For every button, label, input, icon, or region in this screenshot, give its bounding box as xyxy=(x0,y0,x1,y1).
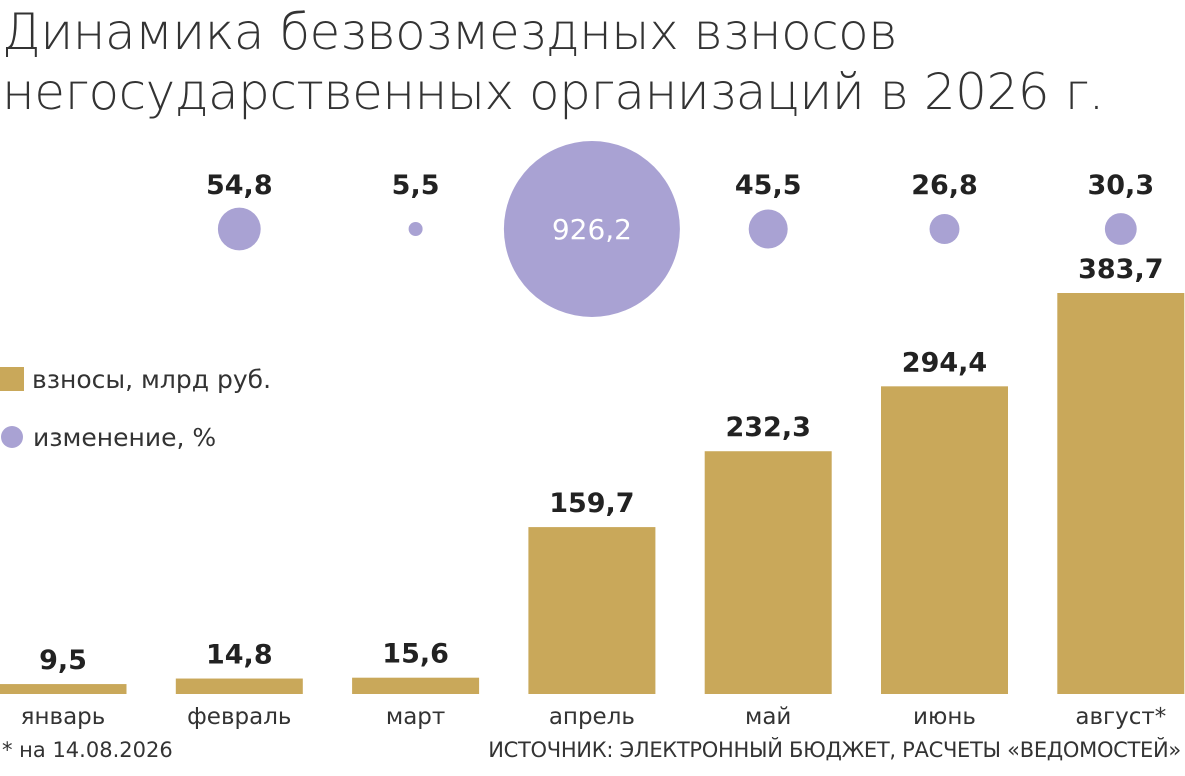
bar-value-label-6: 294,4 xyxy=(902,347,987,378)
bar-value-label-4: 159,7 xyxy=(549,488,634,519)
bar-7 xyxy=(1057,293,1185,694)
x-tick-label-6: июнь xyxy=(913,704,976,730)
bubble-value-label-2: 54,8 xyxy=(206,170,273,201)
bubble-2 xyxy=(217,207,261,251)
bar-5 xyxy=(704,451,832,694)
legend-item-change: изменение, % xyxy=(0,419,216,455)
bar-value-label-1: 9,5 xyxy=(39,645,87,676)
bar-value-label-2: 14,8 xyxy=(206,640,273,671)
legend-swatch-change xyxy=(1,426,23,448)
legend-label-contributions: взносы, млрд руб. xyxy=(32,364,272,394)
x-tick-label-3: март xyxy=(386,704,445,730)
bar-1 xyxy=(0,684,127,694)
bubble-value-label-6: 26,8 xyxy=(911,170,978,201)
chart-title: Динамика безвозмездных взносов негосудар… xyxy=(2,2,1172,122)
x-tick-label-5: май xyxy=(745,704,791,730)
legend-item-contributions: взносы, млрд руб. xyxy=(0,361,271,397)
bar-6 xyxy=(881,386,1008,694)
bar-value-label-5: 232,3 xyxy=(725,412,810,443)
source-note: ИСТОЧНИК: ЭЛЕКТРОННЫЙ БЮДЖЕТ, РАСЧЕТЫ «В… xyxy=(488,738,1181,762)
bubble-6 xyxy=(929,214,960,244)
legend-label-change: изменение, % xyxy=(33,422,217,452)
bubble-value-label-3: 5,5 xyxy=(392,170,440,201)
bubble-value-label-4: 926,2 xyxy=(552,213,632,246)
bubble-7 xyxy=(1104,213,1137,245)
x-tick-label-1: январь xyxy=(21,704,106,730)
chart-title-line-1: Динамика безвозмездных взносов xyxy=(2,3,898,61)
bar-4 xyxy=(528,527,656,694)
bar-2 xyxy=(175,678,303,694)
footnote: * на 14.08.2026 xyxy=(2,738,173,762)
bubble-value-label-5: 45,5 xyxy=(735,170,802,201)
bubble-3 xyxy=(408,222,423,236)
chart-title-line-2: негосударственных организаций в 2026 г. xyxy=(2,63,1104,121)
bar-3 xyxy=(352,677,480,694)
x-tick-label-7: август* xyxy=(1075,704,1166,730)
bubble-value-label-7: 30,3 xyxy=(1087,170,1154,201)
bubble-5 xyxy=(748,209,788,249)
x-tick-label-4: апрель xyxy=(549,704,635,730)
x-tick-label-2: февраль xyxy=(187,704,291,730)
legend-swatch-contributions xyxy=(0,367,24,391)
bar-value-label-3: 15,6 xyxy=(382,639,449,670)
bubble-4 xyxy=(503,141,680,317)
bar-value-label-7: 383,7 xyxy=(1078,254,1163,285)
